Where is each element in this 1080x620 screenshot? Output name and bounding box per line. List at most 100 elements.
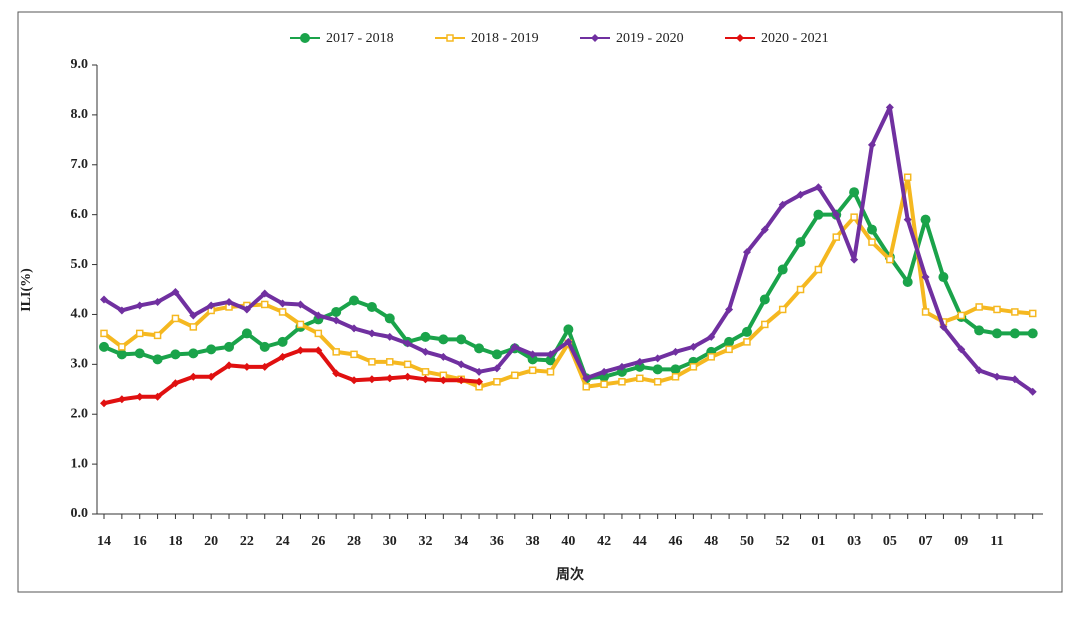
point: [993, 305, 1001, 314]
y-tick-label: 1.0: [71, 456, 89, 471]
x-tick-label: 30: [383, 534, 397, 549]
point: [135, 329, 144, 338]
series-line: [103, 190, 1033, 381]
point: [850, 213, 858, 221]
x-tick-label: 07: [919, 534, 933, 549]
point: [742, 248, 751, 257]
point: [582, 374, 591, 383]
point: [350, 376, 359, 385]
x-tick-label: 52: [776, 534, 790, 549]
point: [117, 395, 126, 404]
point: [260, 362, 269, 371]
point: [368, 358, 376, 366]
point: [546, 350, 555, 359]
point: [563, 324, 574, 335]
point: [242, 305, 251, 314]
legend-label: 2020 - 2021: [761, 31, 829, 46]
point: [135, 392, 144, 401]
point: [296, 320, 305, 329]
x-tick-label: 01: [811, 534, 825, 549]
point: [242, 362, 251, 371]
x-tick-label: 32: [418, 534, 432, 549]
point: [725, 345, 733, 354]
point: [671, 347, 680, 356]
point: [207, 301, 216, 310]
x-tick-label: 14: [97, 534, 111, 549]
point: [331, 306, 342, 317]
point: [957, 345, 966, 354]
point: [1028, 387, 1037, 396]
point: [850, 255, 859, 264]
x-tick-label: 18: [168, 534, 182, 549]
point: [153, 331, 162, 340]
point: [689, 363, 698, 371]
point: [849, 187, 860, 198]
x-tick-label: 50: [740, 534, 754, 549]
point: [421, 368, 430, 376]
legend-marker: [736, 34, 744, 42]
point: [689, 342, 698, 351]
point: [420, 331, 431, 342]
point: [760, 225, 769, 234]
x-tick-label: 24: [276, 534, 290, 549]
point: [278, 299, 287, 308]
point: [777, 264, 788, 275]
point: [332, 348, 340, 356]
point: [207, 372, 216, 381]
point: [921, 308, 930, 316]
point: [241, 328, 252, 339]
x-tick-label: 42: [597, 534, 611, 549]
point: [350, 324, 359, 333]
x-tick-label: 03: [847, 534, 861, 549]
point: [385, 332, 394, 341]
point: [975, 366, 984, 375]
point: [511, 371, 519, 380]
x-tick-label: 48: [704, 534, 718, 549]
x-tick-label: 34: [454, 534, 468, 549]
point: [957, 311, 966, 320]
point: [974, 325, 985, 336]
legend-label: 2017 - 2018: [326, 31, 394, 46]
point: [743, 338, 751, 346]
point: [386, 358, 394, 366]
point: [118, 343, 126, 351]
point: [725, 305, 734, 314]
point: [314, 311, 323, 320]
point: [224, 341, 235, 352]
point: [493, 378, 501, 386]
point: [189, 323, 198, 331]
point: [618, 378, 626, 386]
point: [867, 140, 876, 149]
x-tick-label: 40: [561, 534, 575, 549]
point: [456, 334, 467, 345]
chart-frame: [17, 11, 1063, 593]
point: [475, 367, 484, 376]
x-tick-label: 11: [990, 534, 1003, 549]
point: [349, 295, 360, 306]
point: [277, 336, 288, 347]
point: [545, 355, 556, 366]
point: [796, 285, 805, 294]
point: [671, 373, 680, 381]
point: [421, 375, 430, 384]
point: [886, 255, 894, 264]
y-tick-label: 5.0: [71, 257, 89, 272]
x-tick-label: 28: [347, 534, 361, 549]
point: [135, 301, 144, 310]
point: [296, 300, 305, 309]
point: [366, 301, 377, 312]
point: [314, 329, 323, 338]
y-axis-label: ILI(%): [19, 268, 34, 312]
point: [868, 238, 876, 246]
point: [653, 354, 662, 363]
point: [384, 313, 395, 324]
y-tick-label: 3.0: [71, 357, 89, 372]
point: [421, 347, 430, 356]
x-tick-label: 22: [240, 534, 254, 549]
point: [367, 329, 376, 338]
point: [992, 328, 1002, 339]
y-tick-label: 6.0: [71, 207, 89, 222]
legend-marker: [446, 34, 454, 42]
point: [260, 300, 269, 309]
